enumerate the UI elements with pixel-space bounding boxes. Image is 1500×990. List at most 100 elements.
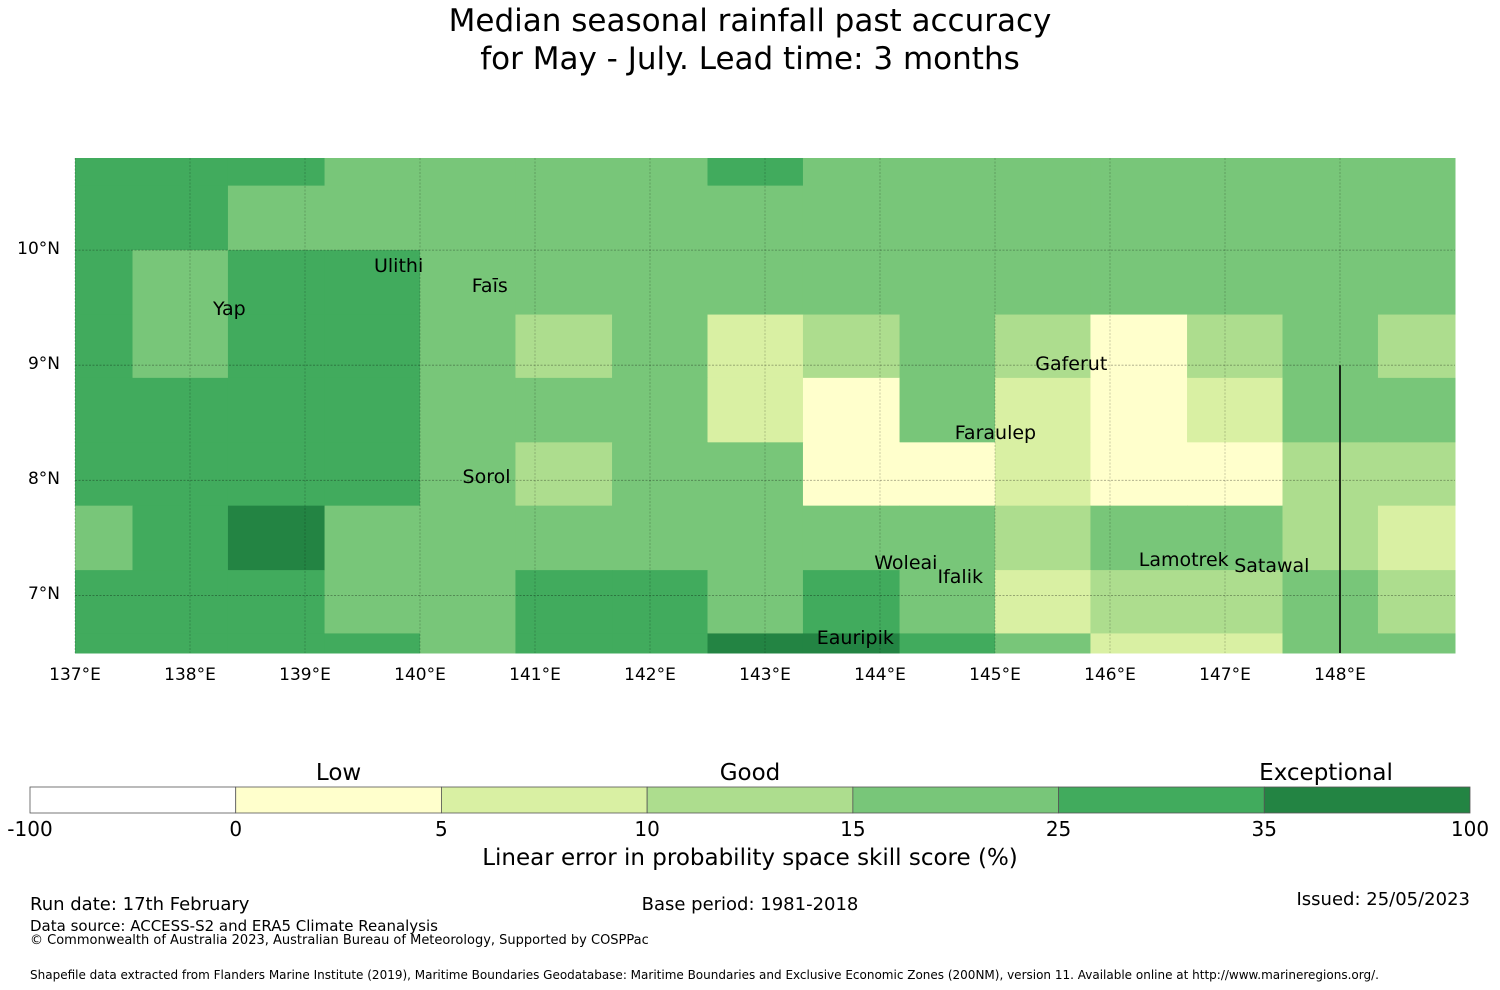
grid-cell <box>75 633 133 654</box>
grid-cells <box>75 158 1456 654</box>
grid-cell <box>899 377 996 443</box>
grid-cell <box>995 442 1091 507</box>
grid-cell <box>612 570 708 634</box>
grid-cell <box>324 250 421 316</box>
grid-cell <box>612 633 708 654</box>
grid-cell <box>515 570 613 634</box>
grid-cell <box>75 442 133 507</box>
grid-cell <box>75 250 133 316</box>
grid-cell <box>324 505 421 571</box>
grid-cell <box>227 633 326 654</box>
place-label: Ifalik <box>937 566 984 589</box>
grid-cell <box>420 633 516 654</box>
colorbar-category-label: Exceptional <box>1259 760 1393 786</box>
grid-cell <box>612 185 708 251</box>
graticule <box>74 158 1455 653</box>
place-label: Yap <box>213 297 246 320</box>
grid-cell <box>612 314 708 379</box>
grid-cell <box>227 442 326 507</box>
grid-cell <box>995 158 1091 187</box>
grid-cell <box>132 250 229 316</box>
grid-cell <box>899 570 996 634</box>
longitude-tick-label: 141°E <box>509 665 561 685</box>
longitude-tick-label: 140°E <box>394 665 446 685</box>
latitude-tick-label: 8°N <box>27 469 60 490</box>
grid-cell <box>420 377 516 443</box>
grid-cell <box>802 633 901 654</box>
grid-cell <box>324 570 421 634</box>
grid-cell <box>802 377 901 443</box>
grid-cell <box>1377 633 1456 654</box>
grid-cell <box>1282 314 1379 379</box>
grid-cell <box>132 377 229 443</box>
grid-cell <box>707 633 804 654</box>
grid-cell <box>1090 633 1188 654</box>
grid-cell <box>1187 570 1283 634</box>
grid-cell <box>515 505 613 571</box>
data-source: Data source: ACCESS-S2 and ERA5 Climate … <box>30 917 438 935</box>
longitude-tick-label: 137°E <box>49 665 101 685</box>
grid-cell <box>995 377 1091 443</box>
grid-cell <box>1377 185 1456 251</box>
grid-cell <box>515 633 613 654</box>
grid-cell <box>995 505 1091 571</box>
grid-cell <box>227 250 326 316</box>
grid-cell <box>1187 633 1283 654</box>
grid-cell <box>802 314 901 379</box>
grid-cell <box>1090 314 1188 379</box>
grid-cell <box>899 158 996 187</box>
grid-cell <box>227 314 326 379</box>
grid-cell <box>707 314 804 379</box>
place-label: Woleai <box>874 552 938 575</box>
grid-cell <box>1187 442 1283 507</box>
longitude-tick-label: 139°E <box>279 665 331 685</box>
grid-cell <box>515 442 613 507</box>
grid-cell <box>707 185 804 251</box>
longitude-tick-label: 144°E <box>854 665 906 685</box>
grid-cell <box>1187 505 1283 571</box>
colorbar-segment <box>441 786 648 814</box>
colorbar-segment <box>1263 786 1471 814</box>
grid-cell <box>995 250 1091 316</box>
grid-cell <box>899 185 996 251</box>
grid-cell <box>612 250 708 316</box>
grid-cell <box>899 314 996 379</box>
grid-cell <box>995 570 1091 634</box>
grid-cell <box>1377 314 1456 379</box>
grid-cell <box>1187 158 1283 187</box>
grid-cell <box>132 314 229 379</box>
grid-cell <box>1090 185 1188 251</box>
place-label: Satawal <box>1234 554 1310 577</box>
grid-cell <box>899 505 996 571</box>
longitude-tick-label: 148°E <box>1314 665 1366 685</box>
grid-cell <box>420 442 516 507</box>
grid-cell <box>1090 570 1188 634</box>
shapefile-credit: Shapefile data extracted from Flanders M… <box>30 968 1379 982</box>
place-label: Faīs <box>471 274 508 297</box>
place-label: Ulithi <box>374 255 424 278</box>
latitude-tick-label: 7°N <box>27 584 60 605</box>
grid-cell <box>1090 505 1188 571</box>
grid-cell <box>227 377 326 443</box>
grid-cell <box>515 250 613 316</box>
grid-cell <box>75 570 133 634</box>
grid-cell <box>612 158 708 187</box>
grid-cell <box>612 505 708 571</box>
grid-cell <box>1090 158 1188 187</box>
grid-cell <box>132 158 229 187</box>
latitude-tick-label: 10°N <box>17 239 60 260</box>
grid-cell <box>899 442 996 507</box>
colorbar-segment <box>29 786 237 814</box>
longitude-tick-label: 142°E <box>624 665 676 685</box>
grid-cell <box>420 570 516 634</box>
grid-cell <box>75 377 133 443</box>
grid-cell <box>995 314 1091 379</box>
grid-cell <box>420 185 516 251</box>
colorbar-tick-label: 35 <box>1251 817 1277 841</box>
grid-cell <box>132 505 229 571</box>
colorbar-segment <box>235 786 442 814</box>
colorbar-category-label: Low <box>315 760 362 786</box>
grid-cell <box>324 377 421 443</box>
grid-cell <box>707 377 804 443</box>
